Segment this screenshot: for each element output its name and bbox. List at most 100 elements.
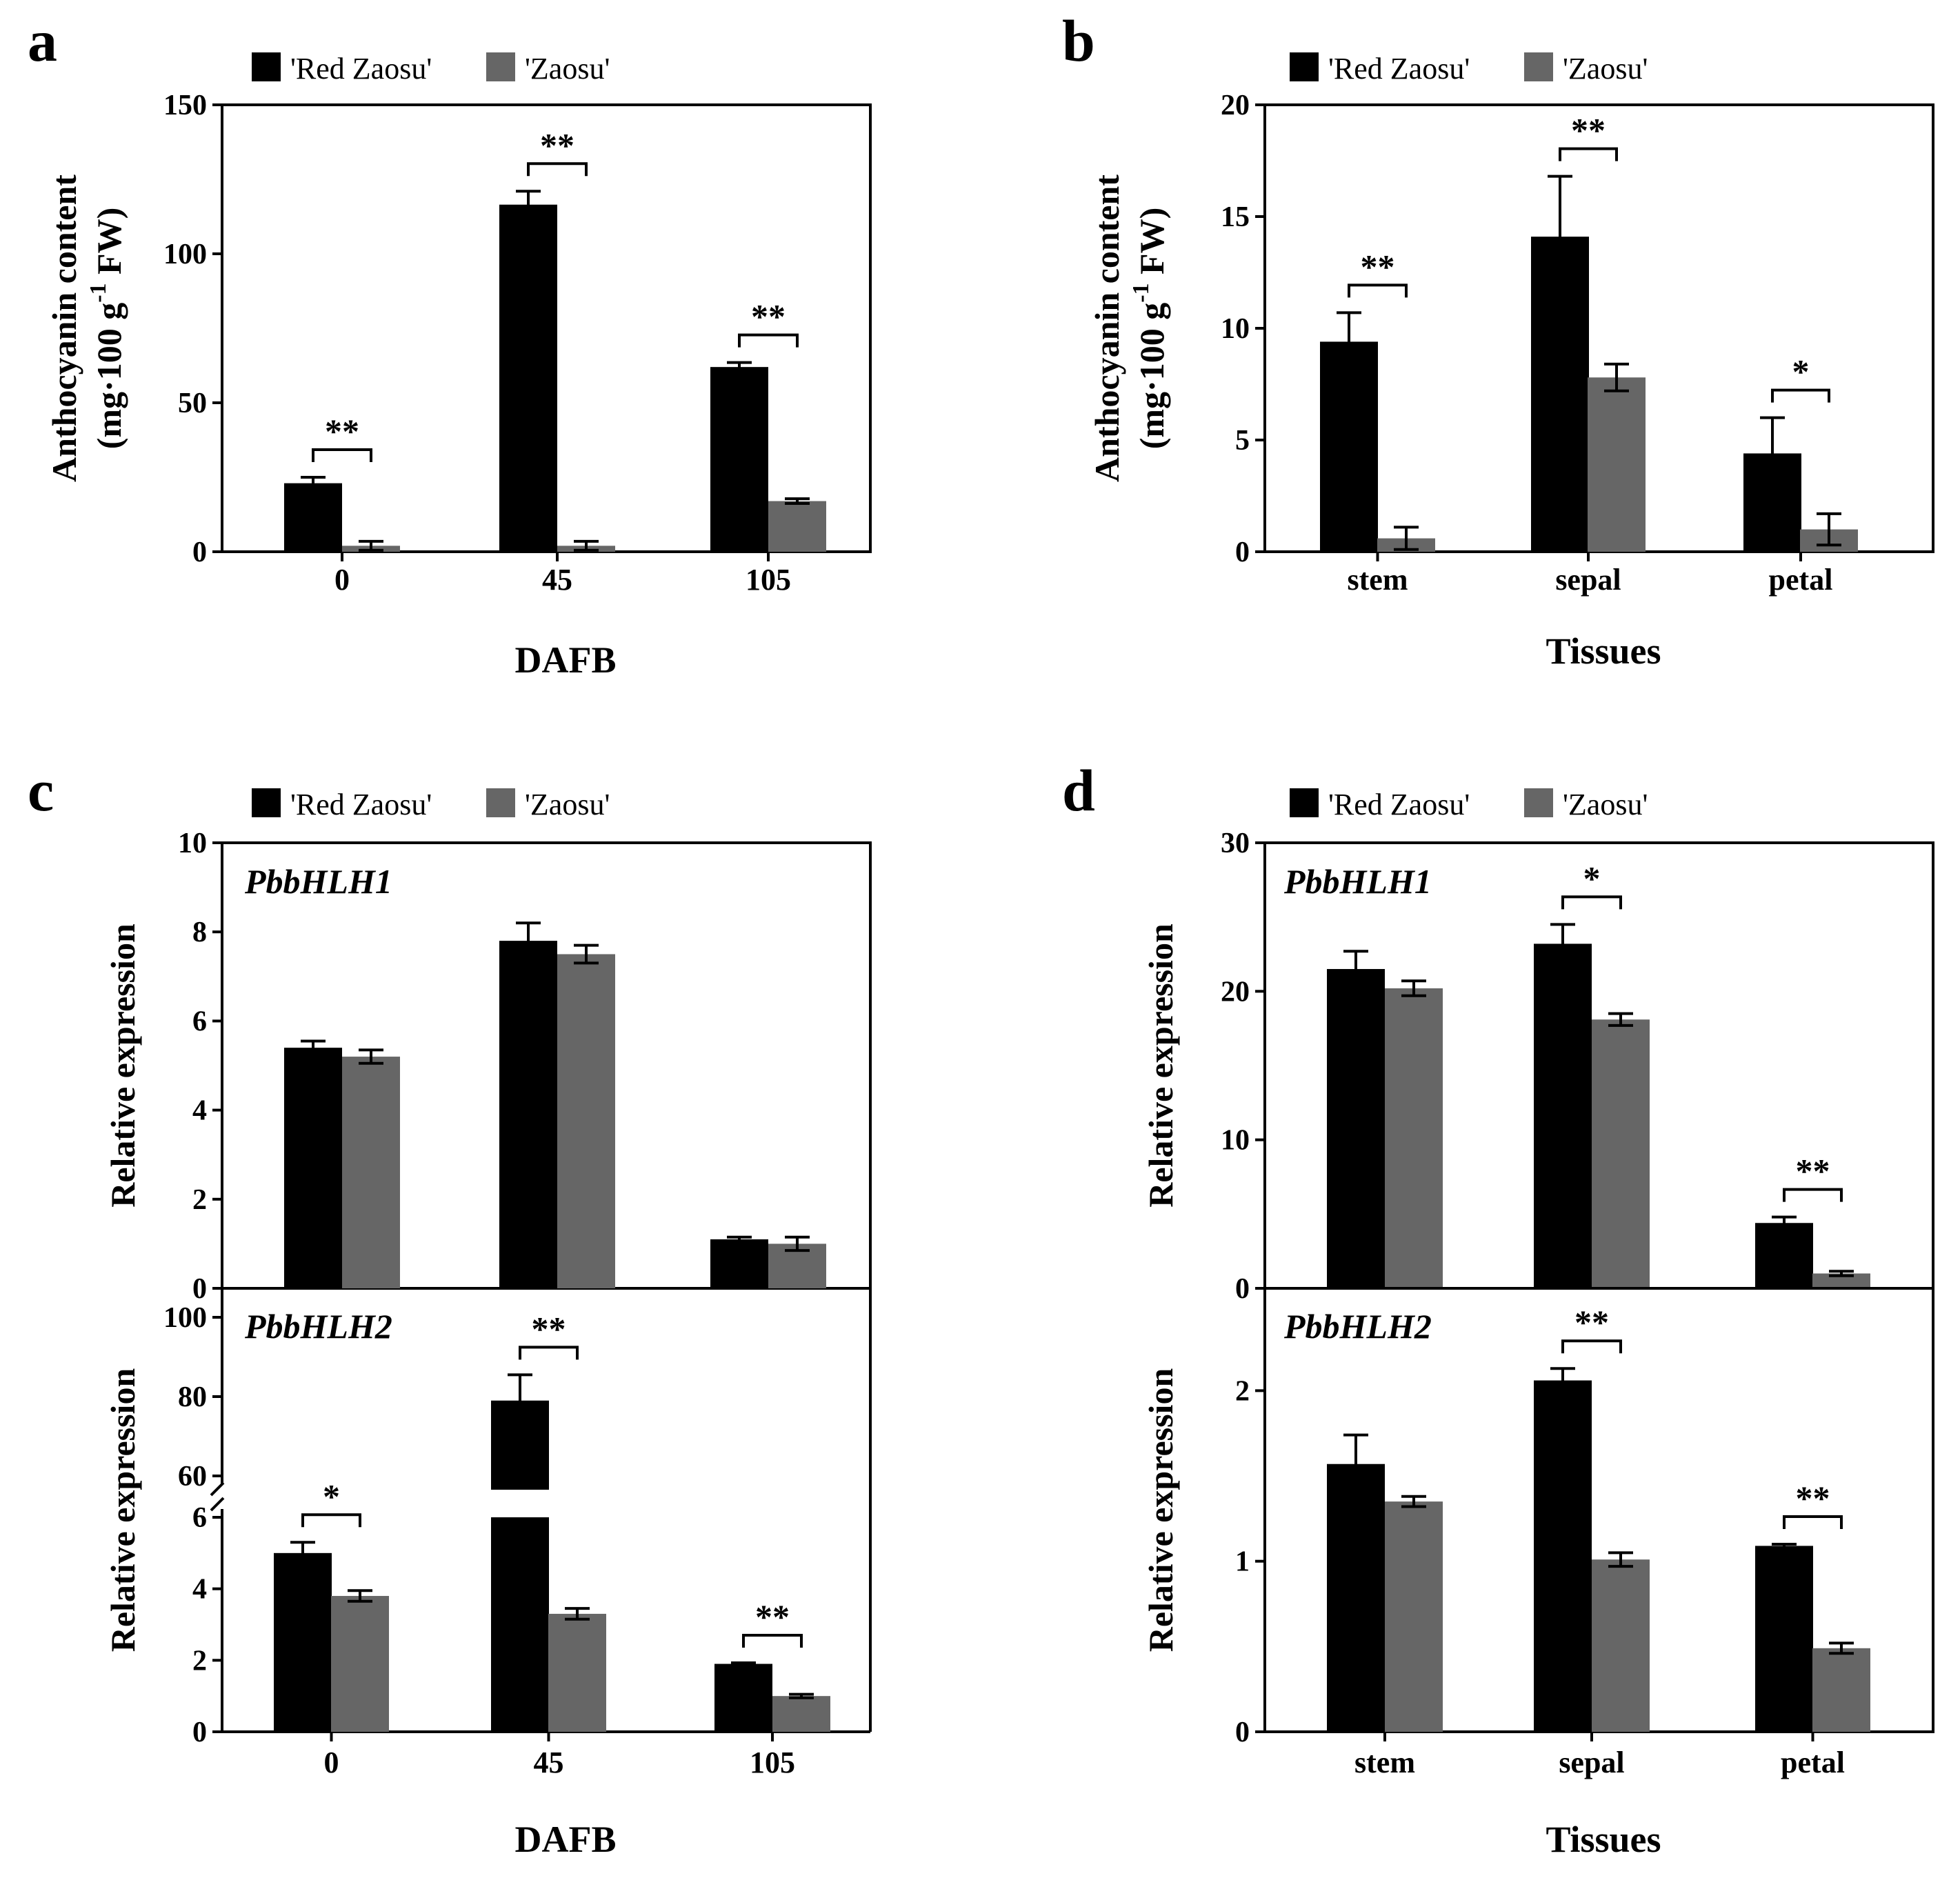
y-tick-label: 1 — [1235, 1546, 1250, 1578]
y-tick-label: 60 — [178, 1461, 207, 1492]
y-tick-label: 0 — [1235, 1273, 1250, 1305]
significance-bracket — [1559, 147, 1618, 161]
legend-label: 'Zaosu' — [1563, 788, 1648, 821]
legend-label: 'Zaosu' — [1563, 52, 1648, 86]
bar-red-zaosu-petal — [1755, 1223, 1813, 1288]
y-axis-label: Relative expression — [103, 923, 142, 1208]
y-tick-label: 50 — [178, 388, 207, 419]
x-tick-label: petal — [1769, 563, 1833, 597]
bar-red-zaosu-45 — [491, 1517, 549, 1732]
y-tick-label: 10 — [1221, 313, 1250, 345]
panel-label-d: d — [1062, 757, 1095, 823]
significance-bracket — [1348, 283, 1408, 298]
legend-swatch-red-zaosu — [1290, 788, 1319, 817]
y-tick-label: 20 — [1221, 976, 1250, 1008]
legend-label: 'Red Zaosu' — [1328, 788, 1470, 821]
y-tick-label: 6 — [192, 1006, 207, 1037]
x-tick-label: petal — [1781, 1746, 1845, 1779]
bar-red-zaosu-0 — [284, 1048, 342, 1288]
y-axis-label: Anthocyanin content — [45, 174, 83, 482]
panel-label-b: b — [1062, 8, 1095, 74]
y-tick-label: 8 — [192, 917, 207, 948]
y-tick-label: 5 — [1235, 425, 1250, 457]
significance-label: ** — [755, 1597, 790, 1636]
y-tick-label: 15 — [1221, 201, 1250, 233]
y-axis-label: Relative expression — [1141, 1368, 1180, 1652]
bar-red-zaosu-105 — [710, 367, 768, 552]
y-tick-label: 80 — [178, 1381, 207, 1413]
x-tick-label: 0 — [334, 563, 350, 597]
legend-swatch-red-zaosu — [1290, 52, 1319, 81]
significance-label: * — [1583, 859, 1601, 897]
y-axis-label-units: (mg·100 g-1 FW) — [1128, 208, 1171, 450]
legend-swatch-zaosu — [486, 788, 515, 817]
significance-bracket — [519, 1346, 579, 1360]
bar-red-zaosu-0 — [274, 1552, 332, 1732]
y-tick-label: 20 — [1221, 90, 1250, 121]
legend-swatch-red-zaosu — [252, 52, 281, 81]
x-tick-label: 105 — [746, 563, 791, 597]
y-axis-label: Relative expression — [1141, 923, 1180, 1208]
significance-bracket — [301, 1513, 361, 1528]
gene-label: PbbHLH2 — [1283, 1307, 1432, 1346]
y-tick-label: 10 — [1221, 1125, 1250, 1157]
significance-bracket — [312, 448, 372, 462]
x-tick-label: 105 — [750, 1746, 795, 1779]
legend: 'Red Zaosu' 'Zaosu' — [252, 788, 610, 821]
x-tick-label: 45 — [534, 1746, 564, 1779]
chart-a: 0 50 100 150 0 45 105 ** ** ** Anthocyanin content… — [45, 90, 872, 681]
significance-bracket — [1561, 1339, 1622, 1354]
significance-label: ** — [1571, 111, 1606, 150]
y-tick-label: 0 — [192, 1273, 207, 1305]
x-axis-label: Tissues — [1546, 1819, 1661, 1860]
bar-zaosu-45 — [548, 1613, 606, 1732]
panel-label-c: c — [28, 757, 54, 823]
bar-red-zaosu-petal — [1755, 1546, 1813, 1732]
significance-label: ** — [1796, 1152, 1830, 1190]
significance-bracket — [1783, 1515, 1843, 1529]
significance-label: ** — [1574, 1303, 1609, 1341]
chart-d-bottom: 0 1 2 stem sepal petal ** ** PbbHLH2 Relative exp… — [1141, 1287, 1934, 1860]
x-tick-label: 45 — [542, 563, 572, 597]
significance-bracket — [1783, 1188, 1843, 1202]
bar-red-zaosu-45 — [499, 941, 557, 1288]
chart-c-top: 0 2 4 6 8 10 PbbHLH1 Relative expression — [103, 828, 872, 1305]
bar-zaosu-sepal — [1592, 1019, 1650, 1288]
legend-label: 'Red Zaosu' — [290, 52, 432, 86]
x-tick-label: stem — [1354, 1746, 1415, 1779]
bar-zaosu-sepal — [1592, 1559, 1650, 1732]
y-tick-label: 0 — [192, 537, 207, 568]
y-axis-label-units: (mg·100 g-1 FW) — [86, 208, 128, 450]
legend: 'Red Zaosu' 'Zaosu' — [1290, 52, 1648, 86]
legend-swatch-zaosu — [486, 52, 515, 81]
significance-bracket — [1561, 895, 1622, 910]
bar-red-zaosu-stem — [1327, 969, 1385, 1288]
x-axis-label: DAFB — [515, 639, 617, 681]
bar-red-zaosu-45 — [499, 204, 557, 552]
x-tick-label: sepal — [1559, 1746, 1624, 1779]
bar-zaosu-105 — [768, 501, 826, 552]
y-tick-label: 2 — [192, 1645, 207, 1677]
y-axis-label: Anthocyanin content — [1088, 174, 1126, 482]
bar-zaosu-stem — [1385, 988, 1443, 1288]
bar-zaosu-sepal — [1588, 377, 1646, 552]
legend-label: 'Zaosu' — [525, 788, 610, 821]
bar-red-zaosu-stem — [1327, 1464, 1385, 1732]
significance-bracket — [738, 333, 799, 348]
bar-red-zaosu-sepal — [1534, 943, 1592, 1288]
significance-label: ** — [751, 297, 786, 336]
significance-label: ** — [540, 126, 574, 164]
bar-red-zaosu-0 — [284, 483, 342, 552]
x-axis-label: DAFB — [515, 1819, 617, 1860]
significance-label: ** — [1361, 247, 1395, 286]
significance-bracket — [527, 162, 588, 177]
significance-label: ** — [532, 1309, 566, 1348]
significance-bracket — [1771, 388, 1830, 403]
significance-label: * — [323, 1477, 340, 1515]
legend: 'Red Zaosu' 'Zaosu' — [252, 52, 610, 86]
x-tick-label: 0 — [324, 1746, 339, 1779]
panel-label-a: a — [28, 8, 57, 74]
